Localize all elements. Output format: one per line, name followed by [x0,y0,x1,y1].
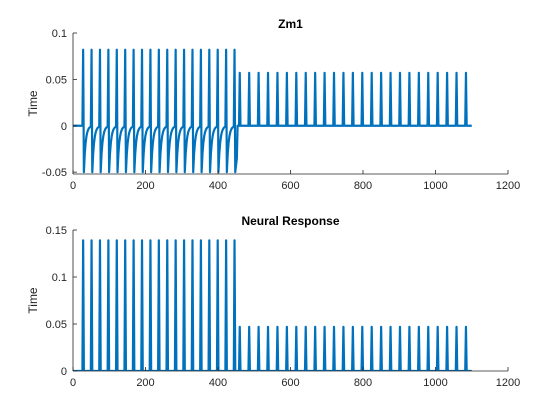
x-tick-label: 1000 [423,180,447,192]
x-tick-label: 600 [281,180,299,192]
y-axis-label: Time [26,287,40,314]
x-tick-label: 600 [281,377,299,389]
series-line [73,48,472,174]
series-line [73,239,472,371]
y-tick-label: 0.1 [52,28,67,40]
x-tick-label: 200 [136,180,154,192]
y-axis-label: Time [26,90,40,117]
x-tick-label: 1200 [496,180,520,192]
y-tick-label: -0.05 [42,167,67,179]
x-tick-label: 0 [70,377,76,389]
y-tick-label: 0.15 [46,225,67,237]
neural-response-plot: Neural Response Time 0 200 400 600 800 1000 1200… [26,214,520,389]
x-tick-label: 800 [354,377,372,389]
y-tick-label: 0 [61,121,67,133]
y-tick-label: 0.05 [46,74,67,86]
x-tick-label: 800 [354,180,372,192]
x-tick-label: 1200 [496,377,520,389]
x-tick-label: 400 [209,180,227,192]
x-tick-label: 1000 [423,377,447,389]
y-tick-label: 0.1 [52,272,67,284]
x-tick-label: 0 [70,180,76,192]
y-tick-label: 0 [61,366,67,378]
plot-title: Zm1 [278,17,303,31]
x-tick-label: 400 [209,377,227,389]
x-tick-label: 200 [136,377,154,389]
y-tick-label: 0.05 [46,319,67,331]
plot-title: Neural Response [241,214,339,228]
